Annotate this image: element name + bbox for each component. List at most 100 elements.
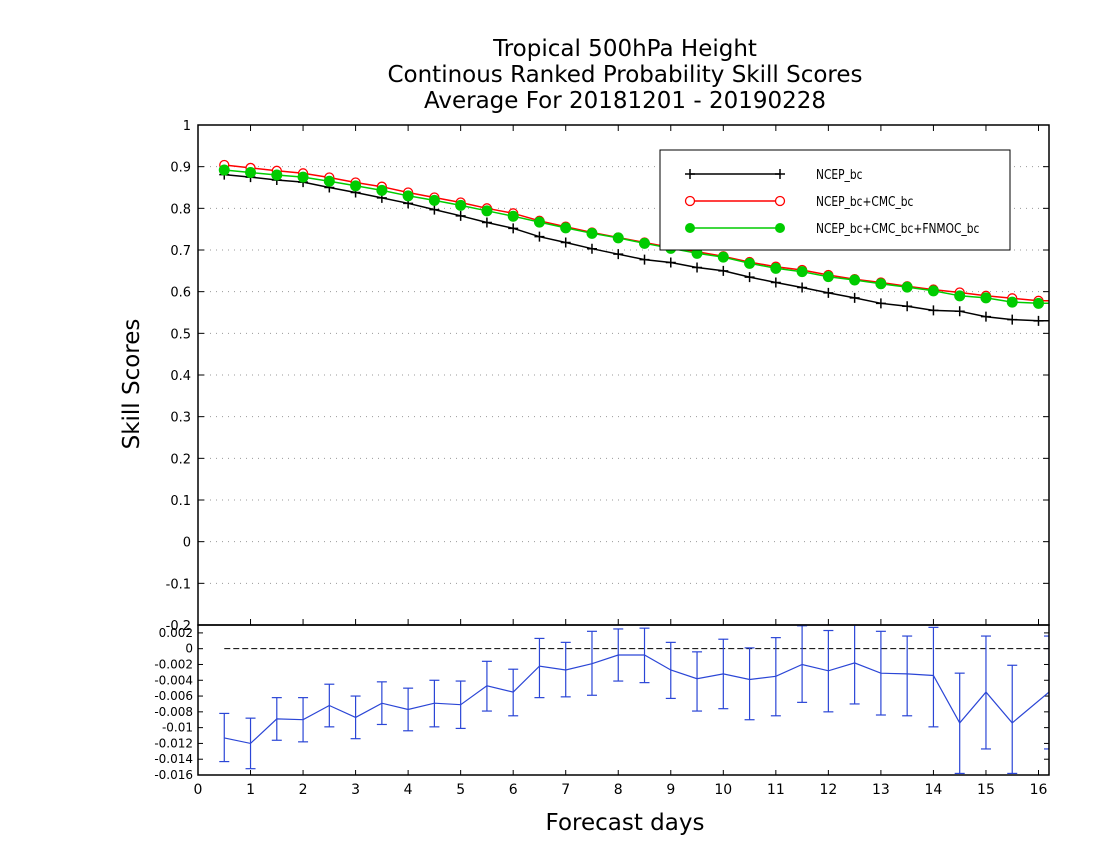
data-point	[954, 306, 965, 317]
data-point	[429, 204, 440, 215]
x-tick-label: 13	[872, 782, 890, 798]
difference-line	[224, 654, 1049, 745]
data-point	[455, 199, 467, 211]
y-tick-label: 0	[183, 536, 191, 551]
data-point	[665, 257, 676, 268]
y-tick-label: 0.6	[170, 286, 191, 301]
data-point	[1006, 296, 1018, 308]
legend-label: NCEP_bc+CMC_bc	[816, 194, 913, 209]
data-point	[718, 265, 729, 276]
data-point	[639, 254, 650, 265]
data-point	[928, 305, 939, 316]
x-tick-label: 12	[819, 782, 837, 798]
data-point	[980, 311, 991, 322]
chart-title-line-1: Tropical 500hPa Height	[493, 36, 757, 62]
legend-marker	[774, 195, 786, 207]
data-point	[1033, 315, 1044, 326]
legend-marker	[685, 169, 695, 179]
difference-plot-frame	[197, 624, 1050, 776]
y-tick-label: -0.014	[154, 752, 193, 766]
y-tick-label: -0.008	[154, 705, 193, 719]
data-point	[481, 217, 492, 228]
data-point	[744, 272, 755, 283]
data-point	[875, 278, 887, 290]
y-tick-label: 0	[185, 642, 193, 656]
data-point	[560, 222, 572, 234]
x-tick-label: 1	[246, 782, 255, 798]
x-tick-label: 11	[767, 782, 785, 798]
data-point	[770, 277, 781, 288]
data-point	[822, 271, 834, 283]
data-point	[901, 281, 913, 293]
x-axis-title: Forecast days	[545, 810, 705, 836]
data-point	[770, 262, 782, 274]
legend-marker	[775, 223, 785, 233]
data-point	[271, 169, 283, 181]
y-tick-label: 0.2	[170, 452, 191, 467]
data-point	[954, 290, 966, 302]
difference-series	[219, 625, 1049, 775]
x-tick-label: 8	[614, 782, 623, 798]
series-ncep-bc	[219, 169, 1049, 326]
data-point	[481, 205, 493, 217]
y-tick-label: -0.2	[166, 619, 191, 634]
data-point	[902, 301, 913, 312]
data-point	[613, 249, 624, 260]
legend: NCEP_bc NCEP_bc+CMC_bc NCEP_bc+CMC_bc+FNMO…	[659, 149, 1011, 251]
data-point	[612, 232, 624, 244]
difference-plot: 0.0020-0.002-0.004-0.006-0.008-0.01-0.01…	[154, 624, 1050, 798]
data-point	[639, 237, 651, 249]
data-point	[927, 285, 939, 297]
y-tick-label: 0.9	[170, 161, 191, 176]
legend-label: NCEP_bc+CMC_bc+FNMOC_bc	[816, 221, 979, 236]
data-point	[428, 194, 440, 206]
data-point	[849, 292, 860, 303]
y-tick-label: 0.5	[170, 327, 191, 342]
y-tick-label: 0.7	[170, 244, 191, 259]
data-point	[823, 287, 834, 298]
legend-marker	[775, 169, 785, 179]
data-point	[586, 227, 598, 239]
y-tick-label: 0.1	[170, 494, 191, 509]
x-tick-label: 4	[404, 782, 413, 798]
legend-label: NCEP_bc	[816, 167, 862, 182]
chart-title-line-2: Continous Ranked Probability Skill Score…	[387, 62, 863, 88]
data-point	[560, 237, 571, 248]
y-tick-label: 1	[183, 119, 191, 134]
data-point	[297, 171, 309, 183]
data-point	[797, 282, 808, 293]
y-tick-label: 0.3	[170, 411, 191, 426]
data-point	[744, 257, 756, 269]
data-point	[849, 274, 861, 286]
x-tick-label: 9	[666, 782, 675, 798]
data-point	[245, 167, 257, 178]
data-point	[1032, 297, 1044, 309]
y-tick-label: 0.002	[159, 626, 193, 640]
data-point	[323, 175, 335, 187]
y-tick-label: -0.012	[154, 736, 193, 750]
y-tick-label: -0.1	[166, 577, 191, 592]
y-tick-label: -0.01	[162, 721, 193, 735]
data-point	[507, 210, 519, 222]
data-point	[717, 251, 729, 263]
x-tick-label: 5	[456, 782, 465, 798]
x-tick-label: 16	[1030, 782, 1048, 798]
data-point	[508, 223, 519, 234]
x-tick-label: 6	[509, 782, 518, 798]
data-point	[796, 266, 808, 278]
y-tick-label: -0.004	[154, 673, 193, 687]
legend-box	[659, 149, 1011, 251]
y-tick-label: -0.016	[154, 768, 193, 782]
data-point	[534, 231, 545, 242]
data-point	[376, 184, 388, 196]
data-point	[586, 243, 597, 254]
data-point	[218, 164, 230, 176]
legend-marker	[685, 223, 695, 233]
x-tick-label: 0	[194, 782, 203, 798]
data-point	[692, 262, 703, 273]
data-point	[402, 190, 414, 202]
x-tick-label: 2	[299, 782, 308, 798]
x-tick-label: 15	[977, 782, 995, 798]
y-tick-label: 0.8	[170, 202, 191, 217]
